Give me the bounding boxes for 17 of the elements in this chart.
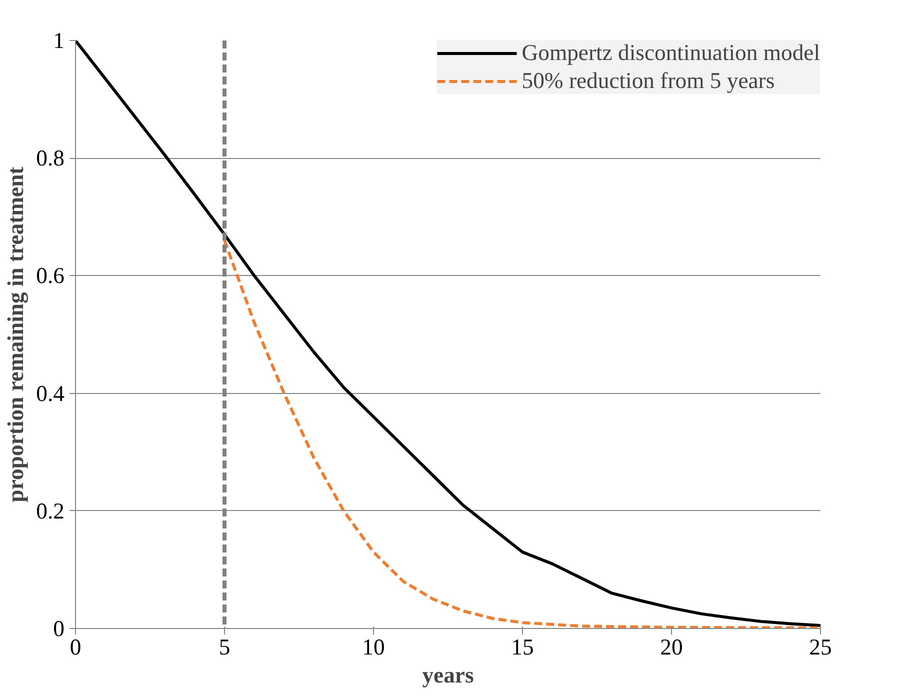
y-tick-label: 1 [53, 28, 64, 53]
x-tick-label: 15 [511, 634, 534, 660]
x-tick-label: 25 [809, 634, 832, 660]
y-tick-label: 0.8 [36, 146, 65, 171]
x-tick-label: 0 [70, 634, 82, 660]
x-tick-label: 20 [660, 634, 683, 660]
y-tick-label: 0.4 [36, 380, 65, 406]
x-tick-label: 5 [218, 634, 230, 660]
legend-label: 50% reduction from 5 years [522, 68, 775, 94]
x-axis-title: years [422, 662, 474, 688]
x-tick-label: 10 [362, 634, 385, 660]
y-axis-title: proportion remaining in treatment [3, 166, 28, 502]
y-tick-label: 0.2 [36, 498, 65, 524]
y-tick-label: 0.6 [36, 263, 65, 288]
legend-label: Gompertz discontinuation model [522, 40, 820, 66]
y-tick-label: 0 [53, 616, 64, 641]
line-series [223, 238, 820, 628]
